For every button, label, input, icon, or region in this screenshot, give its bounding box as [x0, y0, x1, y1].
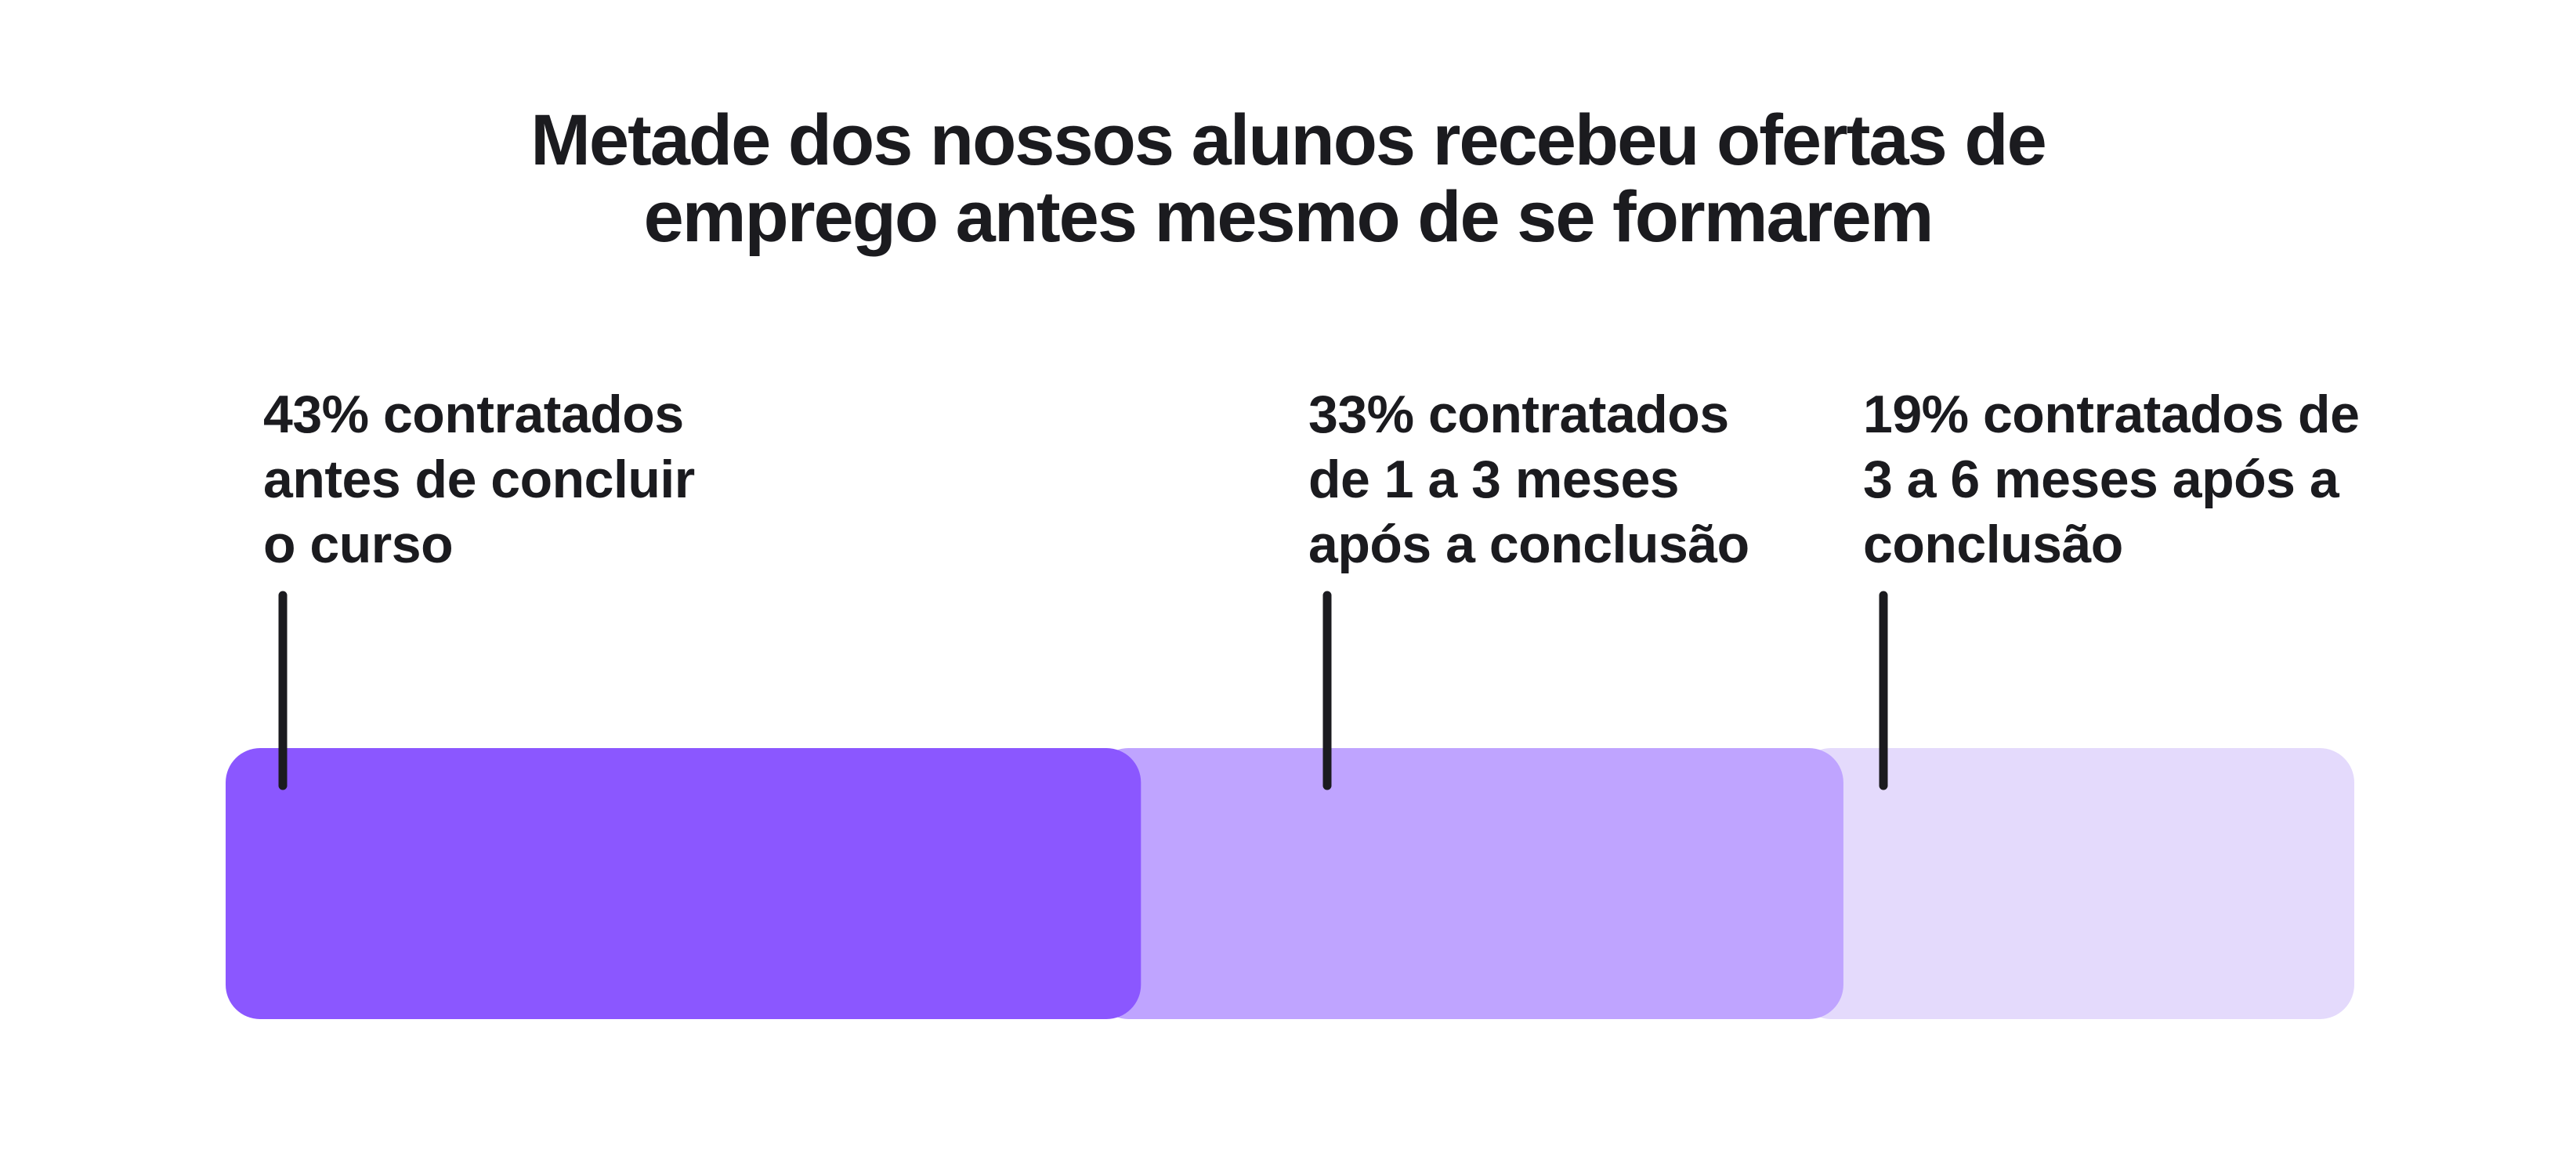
- segment-label-2-line-1: 33% contratados: [1308, 385, 1729, 444]
- segment-label-3-line-3: conclusão: [1863, 515, 2123, 574]
- bar-segment-3: [1796, 748, 2354, 1019]
- segment-label-3: 19% contratados de 3 a 6 meses após a co…: [1863, 382, 2360, 577]
- segment-label-3-line-1: 19% contratados de: [1863, 385, 2360, 444]
- bar-segment-2: [1094, 748, 1843, 1019]
- segment-label-1-line-1: 43% contratados: [263, 385, 684, 444]
- segment-label-2: 33% contratados de 1 a 3 meses após a co…: [1308, 382, 1749, 577]
- segment-label-1: 43% contratados antes de concluir o curs…: [263, 382, 695, 577]
- segment-label-2-line-3: após a conclusão: [1308, 515, 1749, 574]
- chart-title-line-1: Metade dos nossos alunos recebeu ofertas…: [530, 100, 2046, 180]
- chart-title-line-2: emprego antes mesmo de se formarem: [643, 177, 1934, 257]
- segment-label-1-line-2: antes de concluir: [263, 450, 695, 509]
- bar-segment-1: [226, 748, 1141, 1019]
- segment-label-3-line-2: 3 a 6 meses após a: [1863, 450, 2339, 509]
- bar-segments: [226, 748, 2354, 1019]
- chart-title: Metade dos nossos alunos recebeu ofertas…: [0, 102, 2576, 255]
- segment-label-1-line-3: o curso: [263, 515, 454, 574]
- segment-label-2-line-2: de 1 a 3 meses: [1308, 450, 1680, 509]
- annotation-leader-lines: [278, 591, 1888, 790]
